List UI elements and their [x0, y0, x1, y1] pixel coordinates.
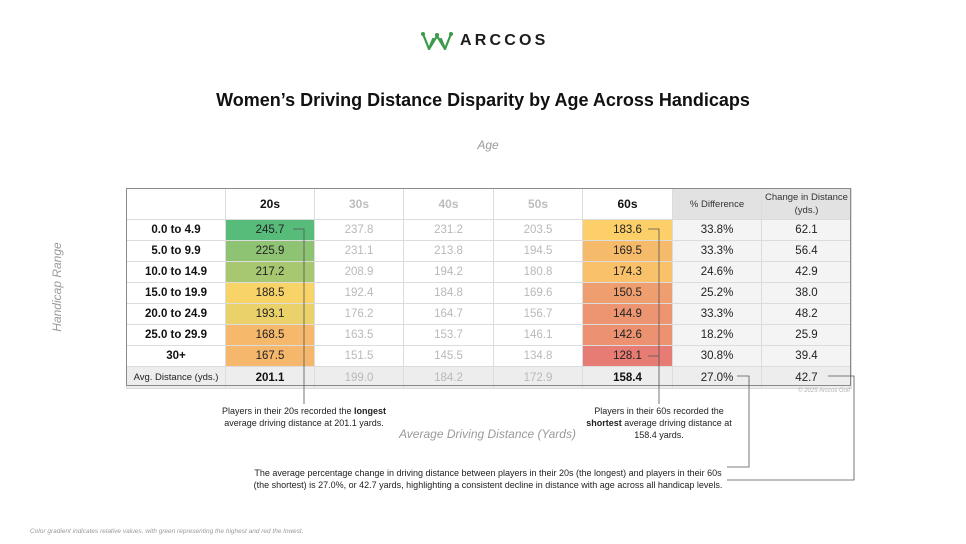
- heatmap-cell: 144.9: [582, 303, 673, 325]
- average-row: Avg. Distance (yds.) 201.1 199.0 184.2 172.9…: [126, 366, 852, 389]
- heatmap-cell: 208.9: [314, 261, 404, 283]
- column-header-50s: 50s: [493, 188, 583, 220]
- footnote: Color gradient indicates relative values…: [30, 528, 304, 535]
- heatmap-cell: 169.6: [493, 282, 583, 304]
- chart-title: Women’s Driving Distance Disparity by Ag…: [216, 90, 750, 110]
- average-cell: 158.4: [582, 366, 673, 389]
- heatmap-cell: 128.1: [582, 345, 673, 367]
- arccos-logo: ARCCOS: [420, 27, 549, 55]
- heatmap-table: 20s 30s 40s 50s 60s% Difference Change in Dis…: [126, 188, 852, 389]
- pct-difference-cell: 25.2%: [672, 282, 762, 304]
- row-label: 25.0 to 29.9: [126, 324, 226, 346]
- leader-pct: [727, 375, 750, 468]
- brand-name: ARCCOS: [460, 32, 549, 49]
- pct-difference-cell: 33.8%: [672, 219, 762, 241]
- average-cell: 199.0: [314, 366, 404, 389]
- column-header-30s: 30s: [314, 188, 404, 220]
- pct-difference-cell: 24.6%: [672, 261, 762, 283]
- average-cell: 184.2: [403, 366, 494, 389]
- heatmap-cell: 184.8: [403, 282, 494, 304]
- pct-difference-cell: 18.2%: [672, 324, 762, 346]
- row-label: 10.0 to 14.9: [126, 261, 226, 283]
- value-label: Average Driving Distance (Yards): [399, 427, 576, 441]
- change-distance-cell: 39.4: [761, 345, 852, 367]
- row-label: 20.0 to 24.9: [126, 303, 226, 325]
- heatmap-cell: 231.2: [403, 219, 494, 241]
- change-distance-cell: 25.9: [761, 324, 852, 346]
- pct-difference-header: % Difference: [672, 188, 762, 220]
- column-header-60s: 60s: [582, 188, 673, 220]
- heatmap-cell: 150.5: [582, 282, 673, 304]
- heatmap-cell: 225.9: [225, 240, 315, 262]
- pct-difference-cell: 30.8%: [672, 345, 762, 367]
- table-row: 30+ 167.5 151.5 145.5 134.8 128.1 30.8% 39.4: [126, 345, 852, 367]
- change-distance-header: Change in Distance (yds.): [761, 188, 852, 220]
- annotation-summary: The average percentage change in driving…: [253, 468, 723, 490]
- x-axis-label: Age: [477, 138, 499, 152]
- average-cell: 201.1: [225, 366, 315, 389]
- heatmap-cell: 188.5: [225, 282, 315, 304]
- change-distance-cell: 48.2: [761, 303, 852, 325]
- leader-change: [727, 375, 855, 481]
- table-row: 10.0 to 14.9 217.2 208.9 194.2 180.8 174.3 24.…: [126, 261, 852, 283]
- row-label: 5.0 to 9.9: [126, 240, 226, 262]
- average-pct-difference: 27.0%: [672, 366, 762, 389]
- annotation-longest: Players in their 20s recorded the longes…: [221, 406, 387, 428]
- leader-left: [293, 228, 305, 404]
- change-distance-cell: 42.9: [761, 261, 852, 283]
- crown-icon: [421, 32, 453, 51]
- change-distance-cell: 38.0: [761, 282, 852, 304]
- average-change-distance: 42.7: [761, 366, 852, 389]
- table-row: 15.0 to 19.9 188.5 192.4 184.8 169.6 150.5 25.…: [126, 282, 852, 304]
- heatmap-cell: 194.2: [403, 261, 494, 283]
- average-row-label: Avg. Distance (yds.): [126, 366, 226, 389]
- copyright: © 2025 Arccos Golf: [798, 388, 850, 394]
- heatmap-cell: 168.5: [225, 324, 315, 346]
- annotation-shortest: Players in their 60s recorded the shorte…: [586, 406, 732, 440]
- leader-right-top: [648, 228, 660, 357]
- average-cell: 172.9: [493, 366, 583, 389]
- heatmap-cell: 167.5: [225, 345, 315, 367]
- heatmap-cell: 174.3: [582, 261, 673, 283]
